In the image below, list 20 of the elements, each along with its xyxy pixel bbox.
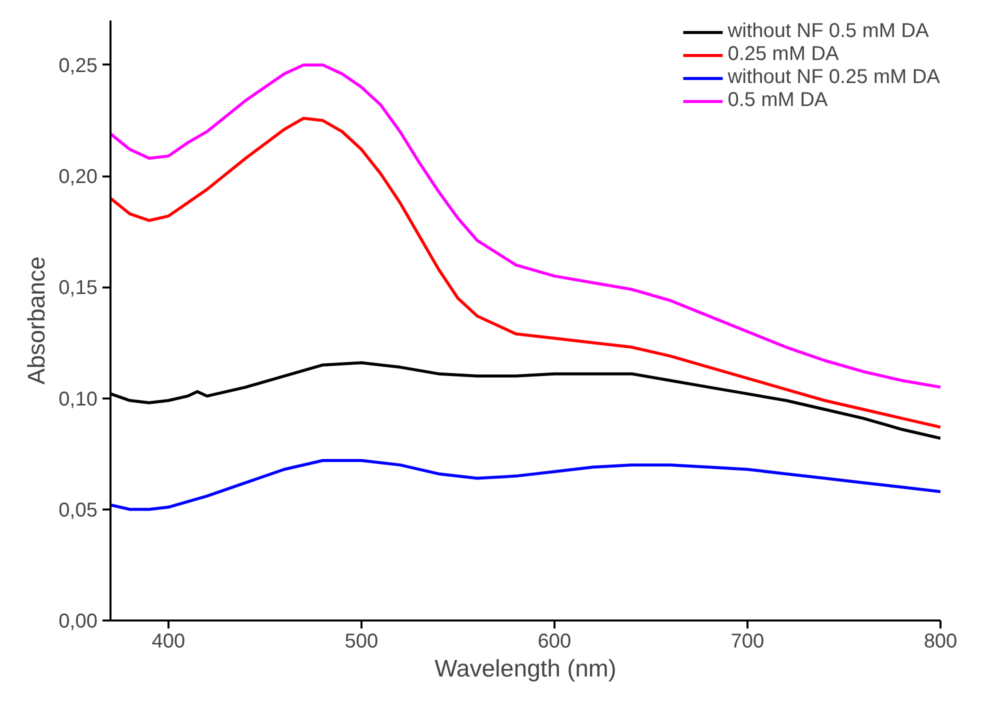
line-series <box>110 116 940 429</box>
x-tick-label: 700 <box>730 630 764 652</box>
y-tick-label: 0,15 <box>58 277 98 300</box>
legend-label: without NF 0.5 mM DA <box>728 20 929 43</box>
y-axis-title: Absorbance <box>24 256 51 385</box>
y-tick-label: 0,20 <box>58 166 98 188</box>
y-tick-label: 0,10 <box>58 388 98 410</box>
x-tick-label: 600 <box>538 630 572 652</box>
y-tick-label: 0,25 <box>58 54 98 77</box>
x-tick-label: 800 <box>924 630 958 652</box>
y-tick-label: 0,00 <box>58 610 98 632</box>
x-tick-label: 400 <box>152 630 186 652</box>
y-tick-label: 0,05 <box>58 499 98 522</box>
line-series <box>110 459 940 511</box>
x-tick-label: 500 <box>344 630 378 652</box>
line-series <box>110 63 940 389</box>
x-axis-title: Wavelength (nm) <box>434 656 616 682</box>
legend-label: 0.5 mM DA <box>728 89 828 112</box>
legend-label: without NF 0.25 mM DA <box>728 66 940 89</box>
legend-label: 0.25 mM DA <box>728 43 839 66</box>
